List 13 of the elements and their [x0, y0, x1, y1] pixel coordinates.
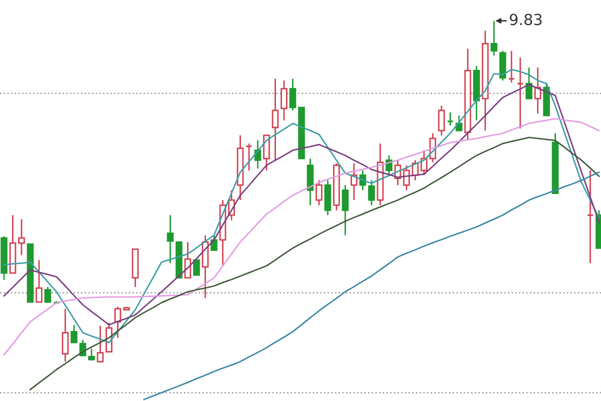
candlestick: [306, 158, 314, 206]
candlestick: [18, 218, 25, 256]
candlestick: [516, 56, 524, 130]
candlestick: [482, 30, 489, 132]
candlestick: [446, 112, 454, 126]
candlestick: [342, 184, 349, 236]
candlestick: [166, 214, 174, 264]
candlestick: [236, 134, 244, 201]
candlestick: [350, 162, 358, 201]
annotation: 9.83: [510, 14, 542, 26]
candlestick: [586, 170, 594, 264]
candlestick: [272, 78, 279, 161]
candlestick: [62, 308, 69, 362]
